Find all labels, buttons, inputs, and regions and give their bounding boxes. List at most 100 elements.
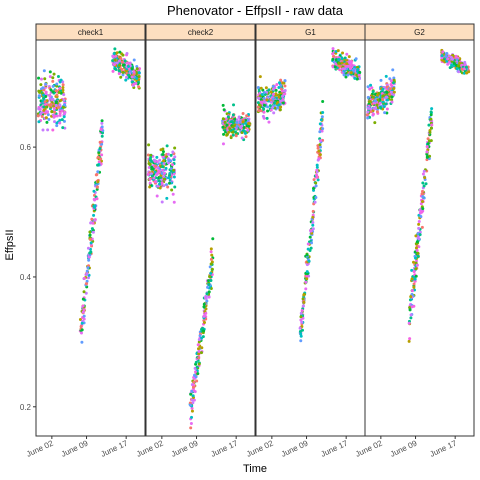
data-point bbox=[241, 120, 245, 124]
data-point bbox=[193, 390, 197, 394]
data-point bbox=[51, 97, 55, 101]
data-point bbox=[277, 103, 281, 107]
data-point bbox=[124, 69, 128, 73]
data-point bbox=[231, 125, 235, 129]
data-point bbox=[195, 365, 199, 369]
data-point bbox=[54, 100, 58, 104]
data-point bbox=[444, 54, 448, 58]
data-point bbox=[390, 100, 394, 104]
data-point bbox=[311, 227, 315, 231]
data-point bbox=[446, 57, 450, 61]
data-point bbox=[172, 168, 176, 172]
x-tick-label: June 02 bbox=[135, 438, 165, 458]
data-point bbox=[98, 140, 102, 144]
data-point bbox=[88, 251, 92, 255]
data-point bbox=[315, 170, 319, 174]
data-point bbox=[430, 123, 434, 127]
data-point bbox=[87, 255, 91, 259]
data-point bbox=[392, 86, 396, 90]
data-point bbox=[386, 98, 389, 102]
data-point bbox=[44, 90, 48, 94]
data-point bbox=[82, 276, 86, 280]
data-point bbox=[272, 111, 276, 115]
x-tick-label: June 17 bbox=[319, 438, 349, 458]
data-point bbox=[302, 300, 306, 304]
data-point bbox=[130, 67, 134, 71]
data-point bbox=[48, 70, 52, 74]
chart-title: Phenovator - EffpsII - raw data bbox=[167, 3, 344, 18]
data-point bbox=[378, 101, 382, 105]
data-point bbox=[425, 145, 429, 149]
data-point bbox=[304, 287, 308, 291]
data-point bbox=[426, 142, 430, 146]
data-point bbox=[209, 247, 213, 251]
x-tick-label: June 17 bbox=[99, 438, 129, 458]
data-point bbox=[58, 86, 62, 90]
data-point bbox=[198, 334, 202, 338]
data-point bbox=[58, 111, 62, 115]
data-point bbox=[274, 93, 278, 97]
data-point bbox=[99, 159, 103, 163]
y-tick-label: 0.4 bbox=[20, 273, 32, 282]
data-point bbox=[341, 51, 345, 55]
data-point bbox=[53, 120, 57, 124]
data-point bbox=[421, 181, 425, 185]
data-point bbox=[420, 225, 424, 229]
data-point bbox=[122, 63, 126, 67]
data-point bbox=[311, 221, 315, 225]
data-point bbox=[62, 105, 66, 109]
data-point bbox=[85, 269, 89, 273]
data-point bbox=[446, 62, 450, 66]
data-point bbox=[190, 415, 194, 419]
data-point bbox=[356, 65, 360, 69]
data-point bbox=[283, 84, 287, 88]
x-tick-label: June 02 bbox=[354, 438, 384, 458]
data-point bbox=[337, 61, 341, 65]
data-point bbox=[304, 280, 308, 284]
data-point bbox=[203, 320, 206, 324]
data-point bbox=[60, 118, 64, 122]
data-point bbox=[241, 112, 245, 116]
data-point bbox=[202, 329, 206, 333]
data-point bbox=[307, 259, 311, 263]
data-point bbox=[92, 189, 96, 193]
data-point bbox=[378, 105, 382, 109]
data-point bbox=[277, 81, 281, 85]
data-point bbox=[445, 51, 449, 55]
x-axes: June 02 June 09 June 17 June 02 June 09 June … bbox=[25, 436, 459, 459]
data-point bbox=[54, 89, 58, 93]
data-point bbox=[202, 305, 206, 309]
data-point bbox=[369, 107, 373, 111]
data-point bbox=[349, 71, 353, 75]
data-point bbox=[159, 148, 163, 152]
data-point bbox=[114, 67, 118, 71]
data-point bbox=[355, 73, 359, 77]
data-point bbox=[422, 184, 426, 188]
data-point bbox=[118, 59, 122, 63]
data-point bbox=[305, 277, 309, 281]
data-point bbox=[455, 67, 459, 71]
data-point bbox=[425, 155, 429, 159]
data-point bbox=[345, 62, 349, 66]
data-point bbox=[343, 56, 347, 60]
data-point bbox=[202, 302, 206, 306]
data-point bbox=[381, 94, 385, 98]
data-point bbox=[121, 70, 125, 74]
data-point bbox=[262, 91, 266, 95]
data-point bbox=[204, 307, 208, 311]
data-point bbox=[417, 226, 421, 230]
data-point bbox=[412, 285, 416, 289]
data-point bbox=[154, 164, 158, 168]
data-point bbox=[271, 87, 275, 91]
data-point bbox=[99, 162, 103, 166]
data-point bbox=[230, 120, 234, 124]
data-point bbox=[318, 130, 322, 134]
data-point bbox=[52, 106, 56, 110]
data-point bbox=[89, 241, 93, 245]
data-point bbox=[421, 195, 425, 199]
data-point bbox=[409, 295, 413, 299]
data-point bbox=[192, 398, 196, 402]
data-point bbox=[320, 115, 324, 119]
data-point bbox=[189, 392, 193, 396]
